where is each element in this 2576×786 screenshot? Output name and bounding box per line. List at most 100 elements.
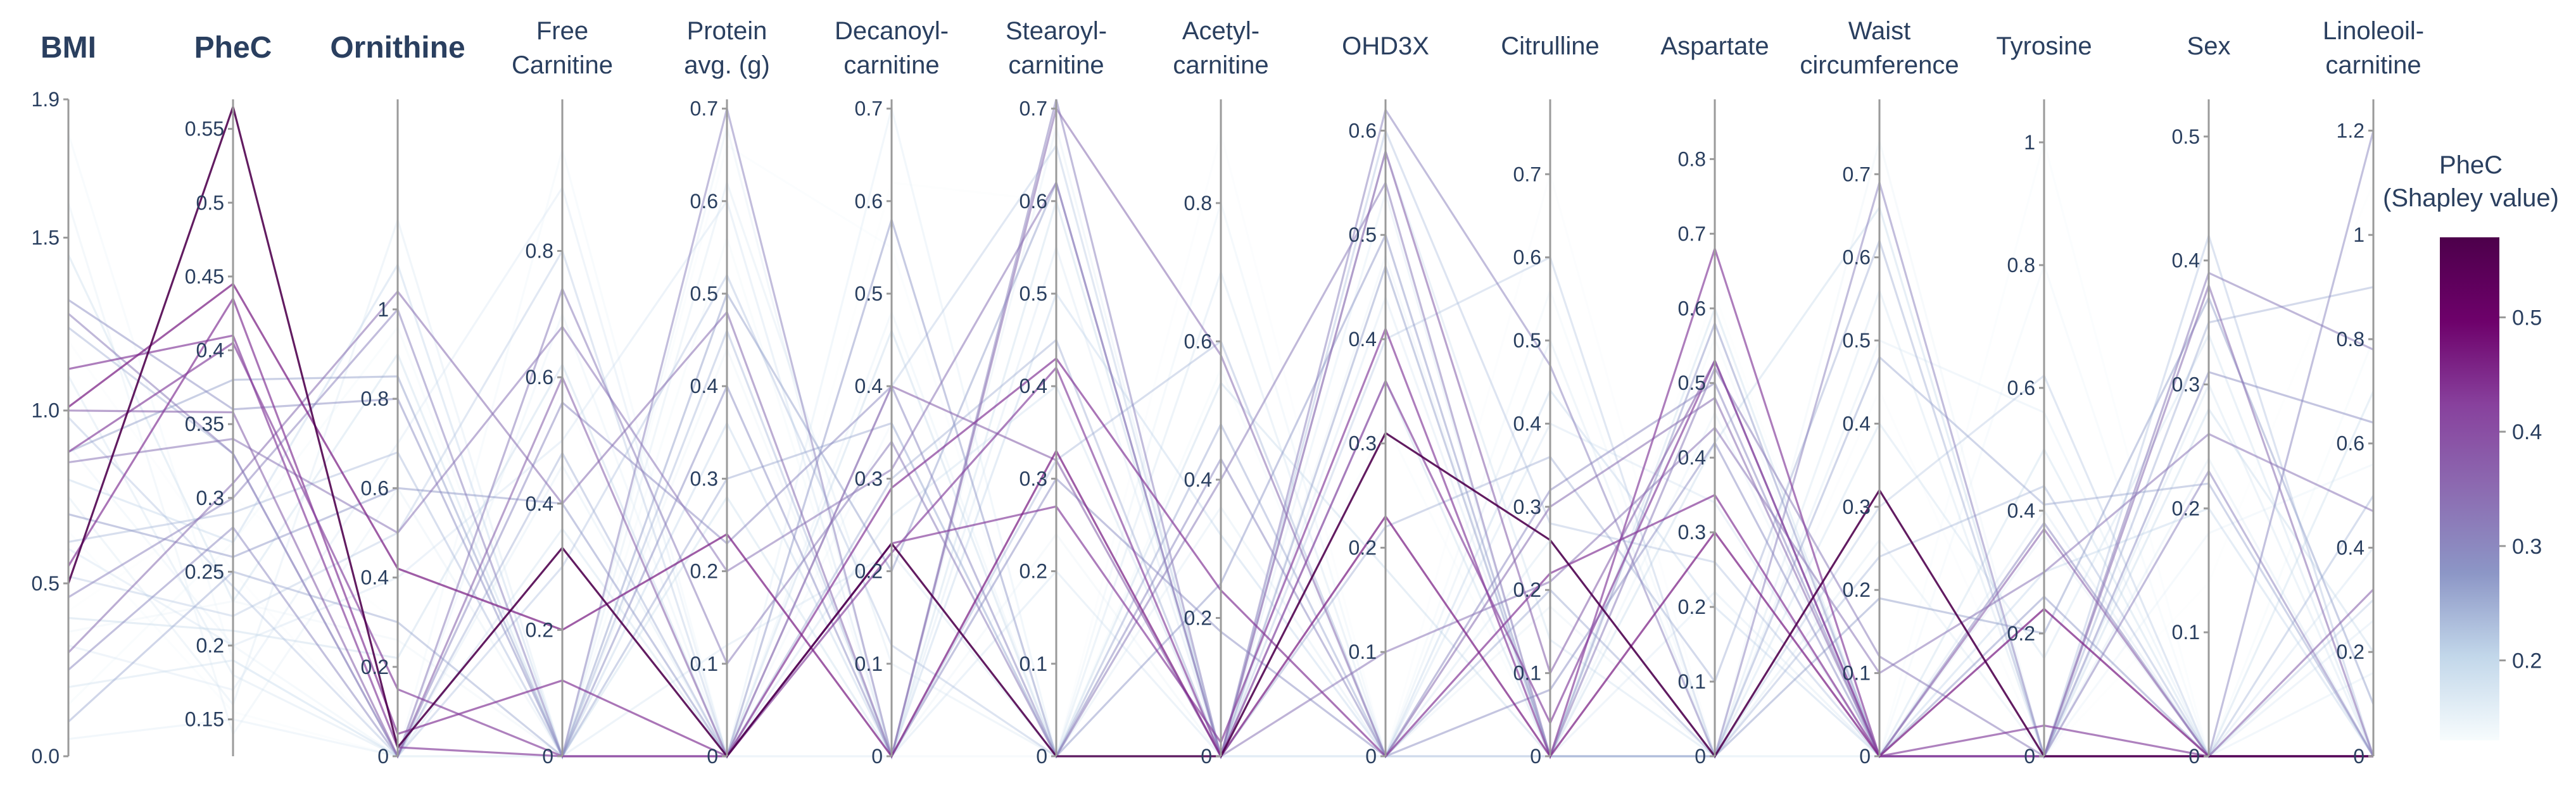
tick-label: 0.8 <box>1184 192 1212 215</box>
tick-label: 0.2 <box>2172 497 2200 520</box>
tick-label: 0.2 <box>1843 578 1871 601</box>
tick-label: 0.5 <box>1513 329 1541 352</box>
tick-label: 0.1 <box>1513 662 1541 685</box>
colorbar: PheC (Shapley value) 0.2 0.3 0.4 0.5 <box>2383 151 2559 740</box>
tick-label: 0.3 <box>1843 496 1871 518</box>
tick-label: 0.4 <box>1349 328 1377 351</box>
tick-label: 0.4 <box>2172 249 2200 272</box>
tick-label: 0.5 <box>1678 371 1706 394</box>
tick-label: 0.2 <box>1184 606 1212 629</box>
tick-label: 0.2 <box>361 656 389 678</box>
tick-label: 0.6 <box>1843 246 1871 269</box>
tick-label: 0.6 <box>690 190 718 213</box>
colorbar-tick-label: 0.3 <box>2512 535 2542 559</box>
tick-label: 0.7 <box>1678 222 1706 245</box>
tick-label: 0.4 <box>361 566 389 589</box>
tick-label: 0 <box>1695 745 1706 768</box>
tick-label: 0.1 <box>1678 670 1706 693</box>
tick-label: 1 <box>2024 131 2035 154</box>
tick-label: 0.4 <box>1843 412 1871 435</box>
axis-tyrosine: 0 0.2 0.4 0.6 0.8 1 Tyrosine <box>1996 32 2092 768</box>
tick-label: 0.3 <box>855 467 883 490</box>
tick-label: 0 <box>1530 745 1541 768</box>
tick-label: 0.5 <box>1349 223 1377 246</box>
tick-label: 1.0 <box>32 399 60 422</box>
tick-label: 0 <box>377 745 389 768</box>
colorbar-title: PheC (Shapley value) <box>2383 151 2559 212</box>
axis-title: Decanoyl-carnitine <box>835 17 949 79</box>
tick-label: 0.2 <box>1678 596 1706 618</box>
tick-label: 0.2 <box>2337 640 2364 663</box>
tick-label: 0.5 <box>690 282 718 305</box>
axis-title: Stearoyl-carnitine <box>1006 17 1107 79</box>
tick-label: 0.4 <box>2007 499 2035 522</box>
tick-label: 0.0 <box>32 745 60 768</box>
tick-label: 0.7 <box>690 97 718 120</box>
colorbar-tick-label: 0.2 <box>2512 649 2542 673</box>
tick-label: 0.5 <box>855 282 883 305</box>
tick-label: 0.3 <box>1678 521 1706 544</box>
tick-label: 0 <box>2024 745 2035 768</box>
tick-label: 0.3 <box>690 467 718 490</box>
tick-label: 0.6 <box>1020 190 1047 213</box>
tick-label: 0 <box>1859 745 1871 768</box>
axis-free_carnitine: 0 0.2 0.4 0.6 0.8 Free Carnitine <box>512 17 613 768</box>
tick-label: 0.15 <box>185 708 224 731</box>
tick-label: 0 <box>707 745 718 768</box>
tick-label: 0.6 <box>1678 297 1706 320</box>
tick-label: 0.6 <box>1349 119 1377 142</box>
tick-label: 0.2 <box>1349 536 1377 559</box>
tick-label: 0.6 <box>2007 377 2035 399</box>
axis-title: BMI <box>41 31 96 65</box>
tick-label: 0.7 <box>1843 163 1871 185</box>
tick-label: 0.4 <box>1513 412 1541 435</box>
tick-label: 0.2 <box>1513 578 1541 601</box>
axis-title: Ornithine <box>330 31 465 65</box>
axis-title: Acetyl-carnitine <box>1173 17 1268 79</box>
axis-aspartate: 0 0.1 0.2 0.3 0.4 0.5 0.6 0.7 0.8 Aspartate <box>1660 32 1769 768</box>
tick-label: 0 <box>542 745 553 768</box>
axis-title: Citrulline <box>1501 32 1600 60</box>
tick-label: 0.8 <box>361 387 389 410</box>
tick-label: 0.4 <box>855 375 883 397</box>
tick-label: 0.4 <box>1020 375 1047 397</box>
axis-title: Linoleoil-carnitine <box>2323 17 2424 79</box>
tick-label: 0.55 <box>185 118 224 140</box>
tick-label: 0.3 <box>196 487 224 509</box>
axis-stearoyl: 0 0.1 0.2 0.3 0.4 0.5 0.6 0.7 Stearoyl-carnitine <box>1006 17 1107 768</box>
axis-title: Aspartate <box>1660 32 1769 60</box>
tick-label: 0.3 <box>2172 373 2200 396</box>
tick-label: 0.4 <box>1184 468 1212 491</box>
axis-phec: 0.15 0.2 0.25 0.3 0.35 0.4 0.45 0.5 0.55 PheC <box>185 31 272 756</box>
tick-label: 0.4 <box>2337 536 2364 559</box>
axis-title: Protein avg. (g) <box>684 17 770 79</box>
tick-label: 0.1 <box>1349 640 1377 663</box>
tick-label: 0.3 <box>1513 496 1541 518</box>
tick-label: 0.2 <box>855 560 883 583</box>
colorbar-tick-label: 0.4 <box>2512 420 2542 444</box>
colorbar-tick-label: 0.5 <box>2512 306 2542 330</box>
axis-bmi: 0.0 0.5 1.0 1.5 1.9 BMI <box>32 31 96 768</box>
tick-label: 0.25 <box>185 560 224 583</box>
tick-label: 0.1 <box>855 652 883 675</box>
tick-label: 0.2 <box>196 634 224 657</box>
tick-label: 0 <box>1036 745 1047 768</box>
tick-label: 0.6 <box>855 190 883 213</box>
tick-label: 0.1 <box>2172 621 2200 644</box>
tick-label: 0.8 <box>526 240 553 263</box>
tick-label: 0.7 <box>1020 97 1047 120</box>
tick-label: 0.7 <box>1513 163 1541 185</box>
axis-protein: 0 0.1 0.2 0.3 0.4 0.5 0.6 0.7 Protein avg. (g) <box>684 17 770 768</box>
tick-label: 0.35 <box>185 413 224 435</box>
tick-label: 0.4 <box>690 375 718 397</box>
axis-acetyl: 0 0.2 0.4 0.6 0.8 Acetyl-carnitine <box>1173 17 1268 768</box>
axis-title: Sex <box>2187 32 2231 60</box>
tick-label: 0.6 <box>526 366 553 389</box>
axis-title: OHD3X <box>1342 32 1429 60</box>
tick-label: 0.1 <box>1843 662 1871 685</box>
axis-decanoyl: 0 0.1 0.2 0.3 0.4 0.5 0.6 0.7 Decanoyl-carnitine <box>835 17 949 768</box>
tick-label: 0.8 <box>1678 147 1706 170</box>
axis-citrulline: 0 0.1 0.2 0.3 0.4 0.5 0.6 0.7 Citrulline <box>1501 32 1600 768</box>
